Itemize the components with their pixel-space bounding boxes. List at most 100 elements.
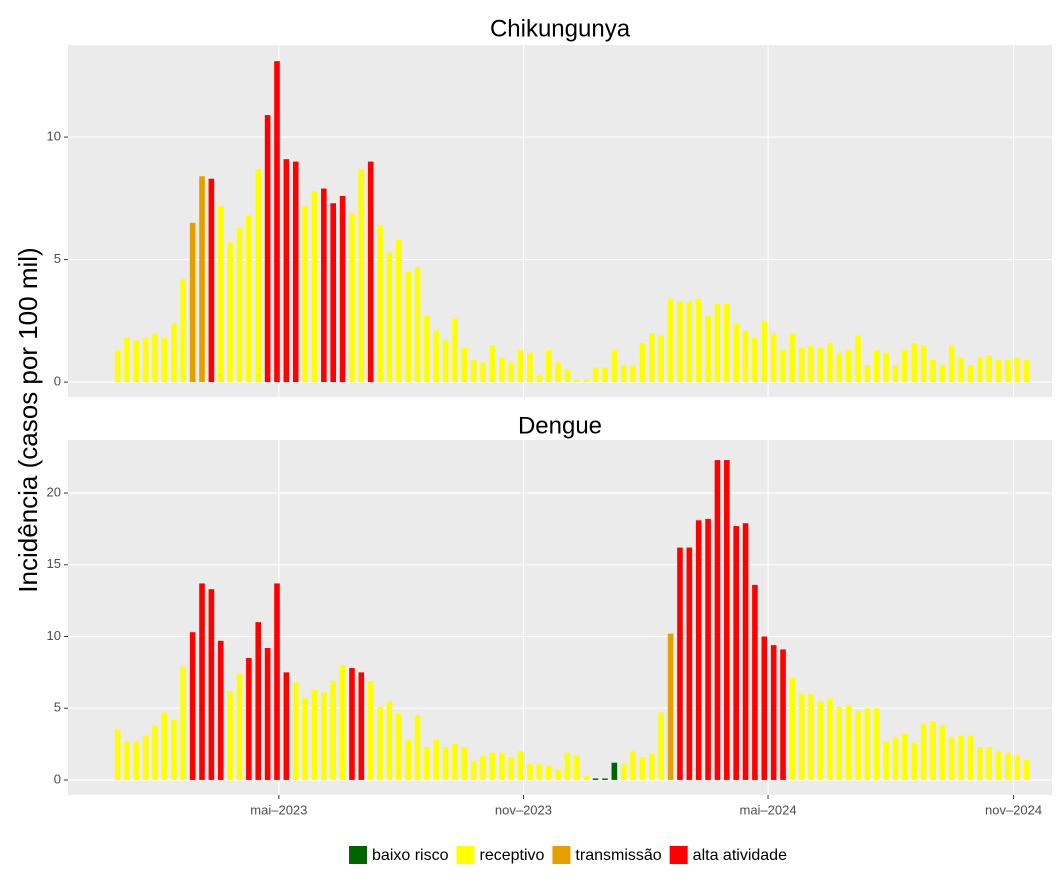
- bar: [733, 526, 739, 780]
- bar: [845, 350, 852, 383]
- bar: [883, 352, 889, 383]
- bar: [639, 342, 646, 383]
- bar: [199, 176, 205, 383]
- bar: [377, 225, 383, 383]
- bar: [789, 678, 796, 780]
- bar: [995, 360, 1002, 383]
- bar: [1014, 357, 1021, 383]
- bar: [311, 190, 318, 383]
- bar: [424, 746, 430, 780]
- bar: [339, 195, 346, 383]
- bar: [330, 203, 337, 383]
- bar: [761, 636, 768, 780]
- bar: [236, 227, 243, 383]
- y-tick-label: 5: [54, 700, 61, 715]
- bar: [770, 333, 777, 383]
- bar: [283, 672, 290, 780]
- bar: [236, 673, 243, 780]
- bar: [564, 369, 571, 383]
- bar: [611, 350, 618, 383]
- bar: [358, 168, 365, 383]
- bar: [171, 719, 177, 780]
- bar: [574, 379, 580, 383]
- bar: [1023, 360, 1030, 383]
- bar: [836, 352, 843, 383]
- bar: [452, 318, 458, 383]
- bar: [405, 739, 411, 780]
- bar: [658, 335, 665, 383]
- bar: [977, 746, 983, 780]
- bar: [695, 520, 702, 780]
- bar: [752, 337, 758, 383]
- bar: [958, 357, 964, 383]
- bar: [414, 266, 421, 383]
- bar: [442, 746, 449, 780]
- bar: [714, 303, 721, 383]
- bar: [724, 303, 730, 383]
- bar: [967, 364, 974, 383]
- bar: [902, 734, 908, 780]
- bar: [592, 778, 599, 780]
- y-tick-label: 0: [54, 373, 61, 388]
- bar: [264, 115, 271, 383]
- bar: [152, 725, 158, 780]
- bar: [133, 741, 140, 780]
- bar: [302, 205, 308, 383]
- panel-title: Chikungunya: [490, 15, 631, 42]
- bar: [189, 632, 196, 780]
- bar: [142, 337, 149, 383]
- bar: [283, 159, 290, 383]
- bar: [302, 698, 308, 780]
- bar: [367, 161, 374, 383]
- bar: [733, 323, 739, 383]
- bar: [133, 340, 140, 383]
- bar: [902, 350, 908, 383]
- bar: [911, 342, 918, 383]
- bar: [433, 330, 440, 383]
- bar: [770, 645, 777, 780]
- bar: [377, 706, 383, 780]
- bar: [667, 633, 674, 780]
- bar: [555, 362, 561, 383]
- bar: [480, 362, 486, 383]
- bar: [939, 725, 946, 780]
- bar: [545, 350, 552, 383]
- bar: [499, 357, 505, 383]
- bar: [536, 374, 543, 383]
- y-tick-label: 5: [54, 251, 61, 266]
- bar: [161, 337, 168, 383]
- bar: [602, 367, 608, 383]
- bar: [180, 279, 187, 383]
- bar: [845, 705, 852, 780]
- bar: [742, 330, 749, 383]
- bar: [480, 755, 486, 780]
- bar: [114, 350, 121, 383]
- bar: [386, 252, 393, 383]
- bar: [705, 315, 711, 383]
- bar: [836, 706, 843, 780]
- bar: [649, 754, 655, 780]
- bar: [667, 298, 674, 383]
- bar: [808, 345, 814, 383]
- y-tick-label: 20: [47, 485, 61, 500]
- bar: [114, 729, 121, 780]
- bar: [414, 715, 421, 780]
- bar: [489, 345, 496, 383]
- bar: [761, 320, 768, 383]
- bar: [911, 742, 918, 780]
- bar: [724, 460, 730, 780]
- bar: [817, 347, 824, 383]
- x-tick-label: nov–2024: [985, 802, 1042, 817]
- bar: [339, 665, 346, 780]
- bar: [555, 769, 561, 780]
- bar: [246, 658, 252, 780]
- bar: [827, 342, 833, 383]
- bar: [686, 301, 693, 383]
- bar: [330, 680, 337, 780]
- bar: [611, 762, 618, 780]
- bar: [780, 649, 786, 780]
- bar: [620, 364, 627, 383]
- bar: [958, 735, 964, 780]
- bar: [855, 335, 861, 383]
- bar: [124, 741, 130, 780]
